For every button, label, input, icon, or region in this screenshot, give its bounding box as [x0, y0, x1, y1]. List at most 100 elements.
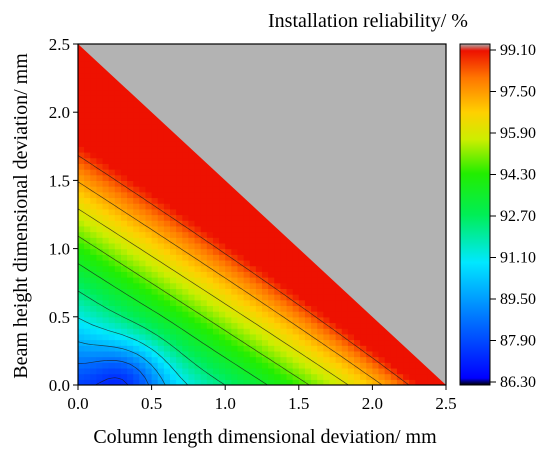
heat-cell — [90, 66, 97, 74]
heat-cell — [96, 151, 104, 159]
heat-cell — [120, 362, 128, 369]
heat-cell — [212, 225, 220, 233]
heat-cell — [120, 225, 128, 233]
heat-cell — [255, 214, 263, 221]
heat-cell — [200, 254, 208, 261]
heat-cell — [157, 277, 165, 284]
heat-cell — [255, 237, 263, 244]
heat-cell — [262, 379, 269, 385]
heat-cell — [139, 373, 147, 380]
heat-cell — [231, 237, 239, 244]
y-tick-label: 0.0 — [49, 376, 70, 395]
heat-cell — [225, 345, 232, 352]
heat-cell — [84, 288, 91, 295]
heat-cell — [114, 282, 122, 289]
heat-cell — [78, 379, 85, 385]
heat-cell — [84, 242, 91, 250]
heat-cell — [231, 282, 239, 289]
heat-cell — [268, 345, 275, 352]
heat-cell — [249, 339, 257, 346]
heat-cell — [102, 106, 110, 113]
heat-cell — [90, 299, 97, 307]
heat-cell — [188, 231, 196, 238]
heat-cell — [114, 186, 122, 193]
heat-cell — [366, 345, 373, 352]
heat-cell — [212, 339, 220, 346]
heat-cell — [280, 362, 288, 369]
heat-cell — [182, 203, 189, 210]
heat-cell — [170, 265, 177, 272]
heat-cell — [139, 163, 147, 170]
heat-cell — [108, 100, 116, 108]
heat-cell — [255, 277, 263, 284]
heat-cell — [390, 345, 398, 352]
x-tick-label: 2.5 — [435, 394, 456, 413]
heat-cell — [157, 259, 165, 267]
heat-cell — [120, 117, 128, 125]
heat-cell — [139, 288, 147, 295]
heat-cell — [127, 191, 134, 199]
heat-cell — [114, 339, 122, 346]
heat-cell — [335, 322, 343, 329]
heat-cell — [274, 362, 281, 369]
heat-cell — [268, 248, 275, 255]
heat-cell — [84, 78, 91, 85]
heat-cell — [372, 322, 380, 329]
heat-cell — [170, 231, 177, 238]
heat-cell — [298, 248, 306, 255]
heat-cell — [317, 379, 324, 385]
heat-cell — [133, 186, 140, 193]
heat-cell — [102, 169, 110, 176]
heat-cell — [176, 146, 183, 153]
heat-cell — [194, 163, 202, 170]
heat-cell — [163, 350, 171, 358]
heat-cell — [212, 294, 220, 301]
heat-cell — [145, 180, 153, 187]
heat-cell — [90, 271, 97, 278]
contour-line — [78, 208, 349, 385]
heat-cell — [84, 225, 91, 233]
heat-cell — [102, 328, 110, 335]
heat-cell — [102, 117, 110, 125]
heat-cell — [96, 277, 104, 284]
heat-cell — [237, 259, 245, 267]
heat-cell — [200, 305, 208, 312]
heat-cell — [78, 117, 85, 125]
heat-cell — [262, 339, 269, 346]
heat-cell — [249, 254, 257, 261]
heat-cell — [84, 254, 91, 261]
heat-cell — [200, 231, 208, 238]
heat-cell — [84, 157, 91, 164]
heat-cell — [237, 231, 245, 238]
heat-cell — [182, 367, 189, 375]
heat-cell — [102, 112, 110, 119]
heat-cell — [145, 242, 153, 250]
heat-cell — [225, 265, 232, 272]
heat-cell — [133, 191, 140, 199]
heat-cell — [200, 316, 208, 324]
heat-cell — [384, 328, 392, 335]
heat-cell — [157, 140, 165, 147]
heat-cell — [219, 316, 226, 324]
heat-cell — [145, 379, 153, 385]
heat-cell — [347, 356, 355, 363]
heat-cell — [163, 214, 171, 221]
heat-cell — [90, 117, 97, 125]
heat-cell — [188, 203, 196, 210]
heat-cell — [225, 362, 232, 369]
heat-cell — [200, 311, 208, 318]
heat-cell — [102, 299, 110, 307]
heat-cell — [194, 294, 202, 301]
heat-cell — [212, 174, 220, 181]
heat-cell — [145, 316, 153, 324]
heat-cell — [90, 174, 97, 181]
heat-cell — [157, 339, 165, 346]
heat-cell — [194, 203, 202, 210]
heat-cell — [237, 339, 245, 346]
heat-cell — [170, 197, 177, 204]
heat-cell — [133, 237, 140, 244]
heat-cell — [114, 373, 122, 380]
heat-cell — [231, 231, 239, 238]
heat-cell — [90, 282, 97, 289]
heat-cell — [347, 367, 355, 375]
